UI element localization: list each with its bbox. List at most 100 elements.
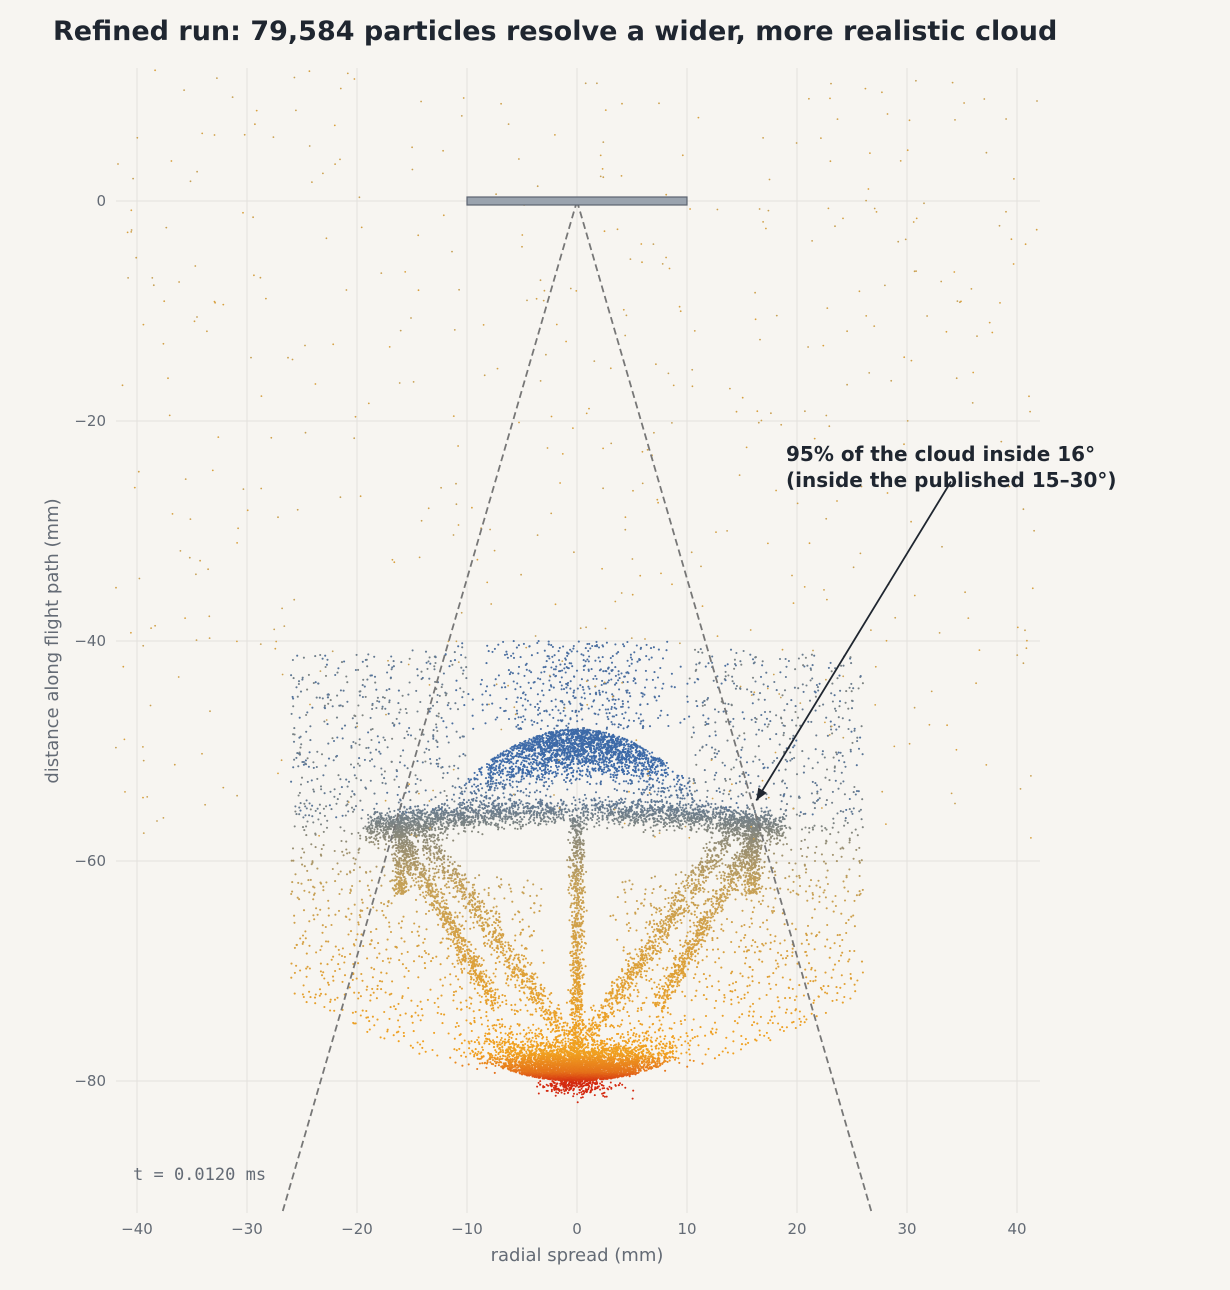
particle (385, 972, 388, 975)
particle (555, 1074, 558, 1077)
particle (391, 980, 394, 983)
particle (602, 1084, 605, 1087)
particle (607, 1076, 610, 1079)
particle (485, 1062, 489, 1065)
particle (503, 897, 506, 900)
particle (508, 1046, 511, 1049)
particle (619, 1065, 622, 1068)
particle (605, 1060, 608, 1063)
particle (510, 1061, 513, 1064)
particle (813, 948, 816, 951)
particle (525, 1032, 528, 1035)
particle (551, 1077, 554, 1080)
particle (510, 1030, 513, 1034)
particle (539, 1083, 541, 1086)
particle (591, 1081, 594, 1084)
particle (602, 1062, 605, 1065)
particle (498, 1041, 501, 1044)
particle (517, 953, 520, 956)
particle (658, 1042, 661, 1045)
particle (471, 1049, 474, 1052)
particle (610, 1086, 613, 1089)
particle (772, 910, 776, 913)
particle (855, 848, 858, 851)
particle (596, 1057, 599, 1060)
particle (516, 1022, 519, 1026)
particle (634, 1058, 637, 1061)
particle (499, 1051, 502, 1054)
particle (608, 1060, 611, 1063)
particle (621, 1072, 624, 1075)
particle (647, 1034, 650, 1037)
particle (518, 1046, 521, 1049)
particle (814, 935, 818, 938)
particle (590, 1074, 593, 1077)
particle (579, 1085, 582, 1088)
particle (557, 1092, 560, 1094)
particle (481, 1048, 485, 1051)
particle (637, 1038, 641, 1042)
particle (665, 1042, 668, 1045)
particle (572, 1095, 575, 1098)
particle (848, 949, 851, 953)
particle (501, 1054, 504, 1057)
particle (545, 1083, 548, 1086)
particle (504, 1051, 507, 1054)
particle (405, 967, 408, 970)
particle (595, 1063, 598, 1066)
particle (677, 1038, 680, 1041)
particle (460, 1008, 463, 1011)
particle (563, 1047, 567, 1050)
particle (603, 1040, 606, 1043)
particle (546, 1057, 549, 1060)
particle (659, 1040, 663, 1043)
particle (523, 955, 526, 958)
particle (561, 1071, 564, 1074)
particle (671, 1050, 674, 1054)
particle (779, 942, 782, 945)
particle (521, 1061, 524, 1064)
particle (614, 1048, 617, 1051)
particle (511, 1033, 514, 1036)
particle (610, 1055, 613, 1058)
particle (572, 1089, 575, 1092)
particle (515, 1057, 518, 1061)
particle (579, 1057, 582, 1060)
particle (826, 882, 829, 886)
particle (474, 876, 477, 880)
particle (485, 1011, 488, 1014)
particle (575, 1083, 578, 1086)
particle (537, 1092, 540, 1095)
particle (560, 1091, 563, 1094)
particle (541, 1037, 544, 1040)
particle (559, 1082, 562, 1085)
particle (658, 1059, 661, 1063)
particle (588, 1082, 590, 1085)
particle (655, 1015, 658, 1019)
particle (610, 1057, 613, 1060)
particle (646, 1048, 649, 1051)
particle (718, 864, 721, 867)
particle (536, 1085, 539, 1088)
particle (582, 1052, 585, 1056)
particle (751, 911, 754, 914)
particle (529, 894, 532, 898)
particle (534, 1032, 537, 1035)
particle (499, 1026, 502, 1029)
particle (493, 1057, 496, 1060)
particle (602, 1094, 605, 1097)
particle (688, 1044, 691, 1047)
particle (664, 1035, 667, 1038)
particle (580, 1096, 583, 1099)
particle (424, 951, 428, 955)
particle (628, 1061, 631, 1064)
particle (345, 848, 348, 851)
particle (740, 997, 743, 1000)
particle (645, 1037, 648, 1040)
particle (688, 1053, 691, 1056)
particle (722, 951, 725, 954)
particle (349, 953, 352, 956)
particle (820, 853, 823, 856)
particle (319, 853, 322, 856)
particle (549, 1030, 552, 1034)
